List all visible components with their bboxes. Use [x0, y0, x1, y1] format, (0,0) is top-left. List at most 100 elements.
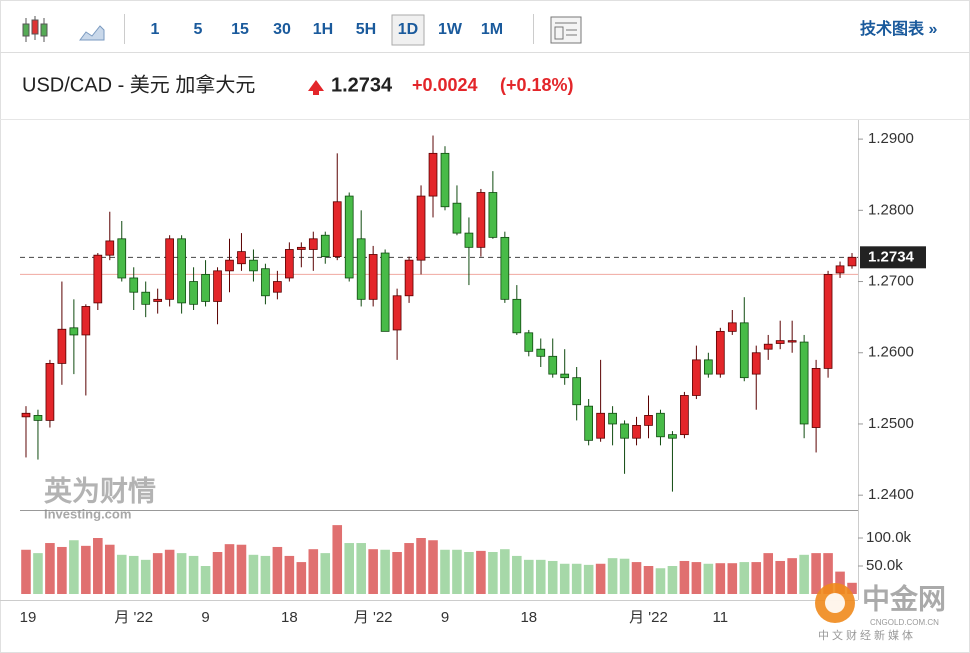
quote-change-percent: (+0.18%) [500, 75, 574, 95]
volume-bar [727, 563, 738, 594]
candle-body [656, 412, 665, 438]
volume-bar [332, 525, 343, 594]
candle-body [811, 368, 821, 428]
candle-body [680, 395, 689, 436]
watermark-brand: 英为财情 [44, 475, 156, 506]
candle-body [404, 259, 414, 297]
interval-button[interactable]: 1M [481, 21, 503, 38]
volume-bar [703, 563, 714, 594]
volume-bar [823, 553, 833, 594]
candle-body [320, 234, 330, 258]
last-price-box [860, 246, 926, 269]
candle-body [225, 259, 234, 272]
quote-price: 1.2734 [331, 74, 393, 96]
watermark-site: Investing.com [44, 506, 131, 521]
volume-bar [715, 563, 726, 594]
candle-body [739, 322, 749, 379]
candle-body [847, 256, 857, 267]
volume-bar [583, 564, 594, 594]
volume-bar [464, 552, 474, 594]
y-tick-label: 1.2900 [868, 130, 914, 147]
candle-body [189, 281, 198, 305]
volume-bar [787, 558, 797, 594]
volume-bar [81, 545, 91, 594]
candle-body [213, 270, 222, 302]
candle-body [787, 340, 797, 343]
candle-body [715, 330, 725, 375]
volume-bar [248, 554, 259, 594]
volume-bar [811, 553, 821, 594]
candle-body [285, 249, 294, 279]
volume-bar [128, 555, 139, 594]
candle-body [751, 352, 761, 375]
volume-bar [296, 562, 307, 594]
interval-button[interactable]: 5H [356, 21, 376, 38]
interval-button[interactable]: 30 [273, 21, 291, 38]
candle-body [488, 192, 498, 238]
y-tick-label: 1.2500 [868, 415, 914, 432]
volume-bar [452, 549, 462, 594]
x-tick-label: 11 [713, 609, 729, 626]
candle-body [392, 295, 402, 331]
volume-bar [236, 544, 247, 594]
volume-bar [260, 555, 271, 594]
volume-bar [655, 568, 666, 594]
candle-body [141, 291, 151, 305]
area-icon[interactable] [79, 25, 105, 41]
logo-text: 中金网 [862, 582, 946, 614]
candle-body [835, 265, 845, 274]
candle-body [536, 348, 546, 357]
volume-bar [392, 552, 402, 594]
logo-site: CNGOLD.COM.CN [870, 618, 939, 627]
interval-button[interactable]: 1W [438, 21, 463, 38]
last-price-label: 1.2734 [868, 248, 915, 265]
interval-buttons: 1 5 15 30 1H 5H 1D 1W 1M [151, 14, 503, 46]
interval-button[interactable]: 1 [151, 21, 160, 38]
candle-body [45, 363, 55, 421]
volume-bar [799, 554, 809, 594]
candle-body [165, 238, 174, 300]
interval-button[interactable]: 15 [231, 21, 249, 38]
candle-body [668, 434, 677, 439]
interval-button[interactable]: 1H [313, 21, 333, 38]
candle-body [416, 195, 426, 261]
candle-body [368, 254, 378, 300]
volume-bar [416, 538, 426, 594]
candle-body [273, 281, 282, 293]
candle-body [500, 236, 510, 300]
x-tick-label: 9 [441, 609, 449, 626]
candle-body [596, 412, 605, 439]
volume-bar [140, 559, 151, 594]
interval-button[interactable]: 1D [398, 21, 418, 38]
volume-bar [691, 562, 702, 594]
volume-bar [21, 549, 31, 594]
x-tick-label: 18 [281, 609, 298, 626]
volume-bar [200, 566, 211, 594]
volume-bar [739, 562, 750, 594]
candle-body [237, 251, 246, 265]
volume-bar [320, 553, 331, 594]
volume-bar [547, 560, 558, 594]
candle-body [93, 254, 103, 304]
candle-body [692, 359, 701, 396]
x-tick-label: 9 [201, 609, 209, 626]
candle-icon[interactable] [22, 16, 48, 42]
candle-body [763, 343, 773, 350]
volume-bar [344, 543, 355, 594]
volume-bar [643, 566, 654, 594]
candle-body [644, 415, 653, 426]
layout-icon[interactable] [550, 16, 582, 44]
interval-button[interactable]: 5 [194, 21, 203, 38]
volume-bar [404, 543, 414, 594]
volume-bar [164, 549, 175, 594]
volume-bar [679, 560, 690, 594]
volume-bar [595, 563, 606, 594]
volume-bar [152, 553, 163, 594]
volume-bar [523, 559, 534, 594]
volume-bar [559, 563, 570, 594]
volume-bar [512, 555, 522, 594]
volume-bar [619, 558, 630, 594]
technical-chart-link[interactable]: 技术图表 » [860, 19, 937, 38]
